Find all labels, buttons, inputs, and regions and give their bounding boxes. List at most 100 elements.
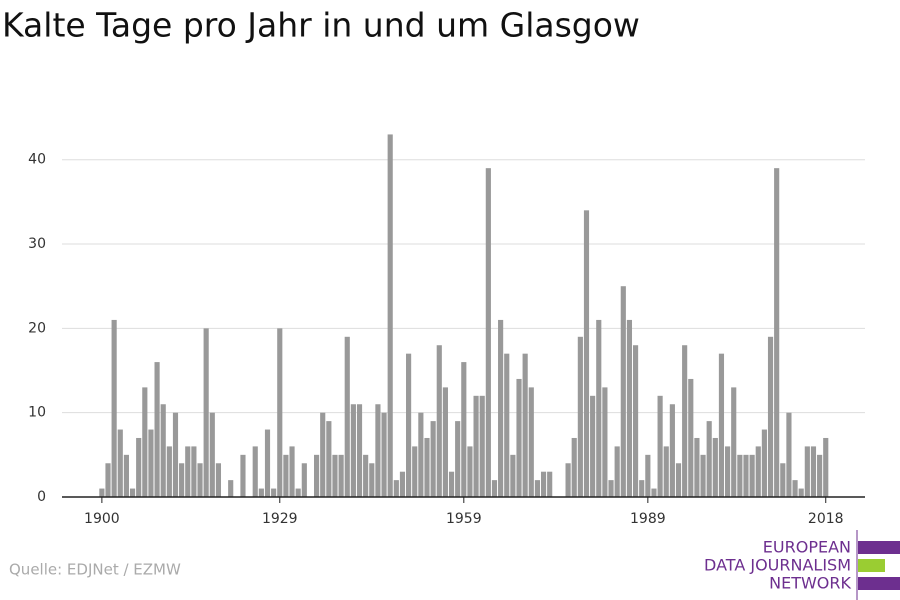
bar: [418, 412, 424, 497]
logo-bar: [858, 559, 885, 572]
bar: [160, 404, 166, 497]
bar: [547, 471, 553, 497]
bar: [498, 319, 504, 497]
bar: [375, 404, 381, 497]
bar: [725, 446, 731, 497]
bar: [577, 336, 583, 497]
bar: [602, 387, 608, 497]
bar: [314, 454, 320, 497]
bar: [344, 336, 350, 497]
bar: [455, 421, 461, 497]
bar: [252, 446, 258, 497]
logo-text: EUROPEAN: [763, 538, 851, 557]
x-tick-label: 2018: [808, 511, 844, 527]
bar: [798, 488, 804, 497]
bar: [718, 353, 725, 497]
logo-text: NETWORK: [769, 574, 851, 593]
bar: [792, 480, 798, 497]
bar: [473, 395, 479, 497]
x-tick-label: 1929: [262, 511, 298, 527]
bar: [350, 404, 356, 497]
logo-bar: [858, 541, 900, 554]
bar: [406, 353, 412, 497]
bar: [301, 463, 307, 497]
bar: [154, 362, 160, 497]
bar: [179, 463, 185, 497]
bar: [786, 412, 792, 497]
bar: [209, 412, 215, 497]
logo-bar: [858, 577, 900, 590]
logo: EUROPEAN DATA JOURNALISM NETWORK: [704, 530, 900, 600]
bar: [289, 446, 295, 497]
bar: [669, 404, 675, 497]
bar: [504, 353, 510, 497]
bar: [761, 429, 767, 497]
bar: [712, 437, 718, 497]
bar: [117, 429, 123, 497]
y-tick-label: 40: [28, 152, 46, 168]
bar: [675, 463, 682, 497]
bar: [688, 378, 694, 497]
bar: [565, 463, 571, 497]
bar: [780, 463, 786, 497]
bar: [430, 421, 436, 497]
bar: [393, 480, 399, 497]
bar: [448, 471, 455, 497]
bar: [682, 345, 688, 497]
bar: [485, 168, 491, 497]
bar: [399, 471, 406, 497]
bar: [645, 454, 651, 497]
bar: [320, 412, 326, 497]
bar: [743, 454, 749, 497]
bar: [363, 454, 369, 497]
bar: [197, 463, 203, 497]
bar: [191, 446, 197, 497]
bar: [326, 421, 332, 497]
bar: [369, 463, 375, 497]
bar: [215, 463, 222, 497]
bar: [295, 488, 301, 497]
bar: [338, 454, 344, 497]
logo-text: DATA JOURNALISM: [704, 556, 851, 575]
y-tick-label: 0: [37, 489, 46, 505]
bar: [694, 437, 700, 497]
x-tick-label: 1900: [84, 511, 120, 527]
bar: [436, 345, 442, 497]
bar: [332, 454, 338, 497]
bar: [663, 446, 669, 497]
bar: [651, 488, 657, 497]
bar: [356, 404, 363, 497]
bar: [596, 319, 602, 497]
bar: [804, 446, 810, 497]
bar: [264, 429, 271, 497]
bar: [381, 412, 387, 497]
source: Quelle: EDJNet / EZMW: [9, 561, 181, 579]
bar: [731, 387, 737, 497]
bar: [387, 134, 393, 497]
bar: [749, 454, 755, 497]
bar: [111, 319, 117, 497]
bar: [142, 387, 148, 497]
bar: [271, 488, 277, 497]
bar: [639, 480, 645, 497]
bar: [129, 488, 136, 497]
bar: [657, 395, 663, 497]
bar: [123, 454, 129, 497]
x-tick-label: 1959: [446, 511, 482, 527]
bar: [516, 378, 522, 497]
bar: [277, 328, 283, 497]
y-tick-label: 20: [28, 320, 46, 336]
bar: [136, 437, 142, 497]
bar: [522, 353, 528, 497]
bar: [479, 395, 485, 497]
bar: [632, 345, 639, 497]
bar: [755, 446, 761, 497]
bar: [817, 454, 823, 497]
bar: [608, 480, 614, 497]
bar: [540, 471, 547, 497]
bar: [258, 488, 264, 497]
bar: [583, 210, 590, 497]
bar: [442, 387, 448, 497]
bar: [774, 168, 780, 497]
